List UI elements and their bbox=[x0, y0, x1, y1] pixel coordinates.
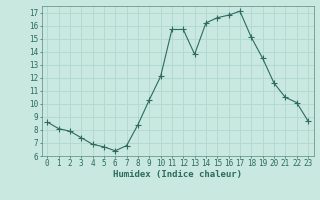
X-axis label: Humidex (Indice chaleur): Humidex (Indice chaleur) bbox=[113, 170, 242, 179]
